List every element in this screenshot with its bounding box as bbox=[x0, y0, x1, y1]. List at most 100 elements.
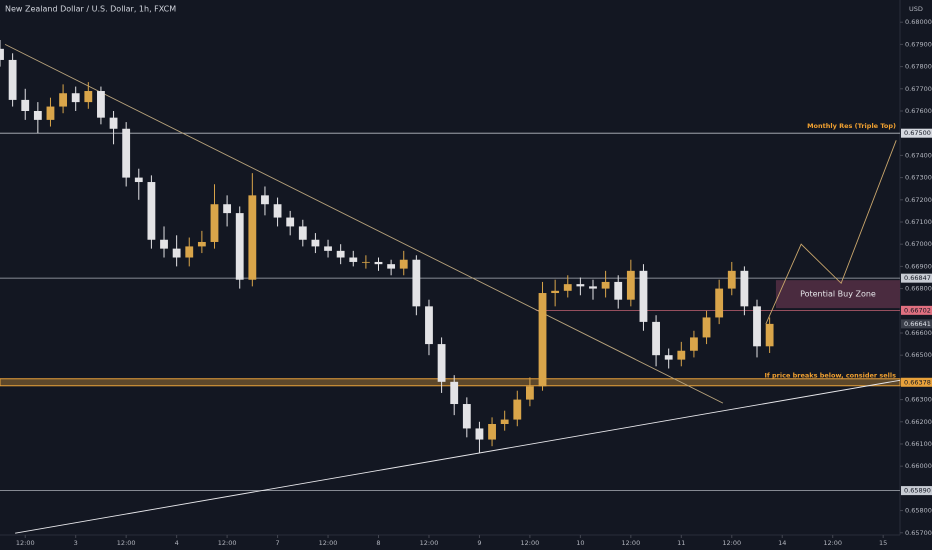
y-tick-label: 0.67300 bbox=[905, 174, 932, 182]
candle-body bbox=[336, 250, 345, 258]
candle-body bbox=[563, 284, 572, 291]
price-label: 0.66641 bbox=[904, 320, 931, 328]
candle-body bbox=[753, 306, 761, 347]
candle-body bbox=[46, 106, 55, 120]
price-label-bg bbox=[901, 128, 932, 138]
candle-body bbox=[690, 337, 698, 351]
candle-body bbox=[248, 195, 257, 280]
x-tick-label: 8 bbox=[376, 539, 380, 547]
candle-body bbox=[59, 93, 67, 107]
price-label-bg bbox=[901, 486, 932, 496]
x-tick-label: 14 bbox=[778, 539, 786, 547]
y-tick-label: 0.66500 bbox=[905, 351, 932, 359]
x-tick-label: 3 bbox=[74, 539, 78, 547]
y-tick-label: 0.67800 bbox=[905, 63, 932, 71]
y-tick-label: 0.68000 bbox=[905, 18, 932, 26]
axes: 0.68000 0.67900 0.67800 0.67700 0.67600 0.674… bbox=[16, 18, 932, 547]
trend-line bbox=[15, 379, 901, 534]
candle-body bbox=[475, 428, 484, 440]
candle-body bbox=[387, 264, 396, 269]
price-label: 0.66378 bbox=[904, 378, 931, 386]
candle-body bbox=[84, 91, 93, 103]
x-tick-label: 7 bbox=[275, 539, 279, 547]
x-tick-label: 12:00 bbox=[117, 539, 136, 547]
y-tick-label: 0.67000 bbox=[905, 240, 932, 248]
candle-body bbox=[702, 317, 711, 338]
y-tick-label: 0.66100 bbox=[905, 440, 932, 448]
candle-body bbox=[147, 182, 156, 240]
candle-body bbox=[8, 59, 17, 100]
candle-body bbox=[134, 177, 143, 183]
candle-body bbox=[286, 217, 295, 227]
candle-body bbox=[677, 350, 686, 360]
candle-body bbox=[223, 204, 232, 214]
y-tick-label: 0.67700 bbox=[905, 85, 932, 93]
level-note: If price breaks below, consider sells bbox=[765, 371, 897, 379]
candle-body bbox=[97, 91, 105, 118]
candle-body bbox=[576, 284, 585, 287]
candle-body bbox=[109, 117, 118, 129]
x-tick-label: 4 bbox=[175, 539, 179, 547]
candle-body bbox=[639, 270, 648, 322]
candle-body bbox=[715, 288, 724, 318]
candle-body bbox=[324, 246, 332, 251]
x-tick-label: 12:00 bbox=[218, 539, 237, 547]
price-label: 0.65890 bbox=[904, 487, 931, 495]
candle-body bbox=[437, 344, 446, 382]
plot-area: Potential Buy Zone Monthly Res (Triple To… bbox=[0, 39, 901, 534]
candle-body bbox=[361, 261, 370, 263]
candle-body bbox=[727, 270, 736, 289]
candle-body bbox=[538, 293, 547, 387]
y-tick-label: 0.66000 bbox=[905, 462, 932, 470]
y-tick-label: 0.67200 bbox=[905, 196, 932, 204]
candle-body bbox=[601, 281, 610, 289]
candle-body bbox=[488, 424, 496, 440]
candle-body bbox=[122, 128, 131, 178]
candle-body bbox=[374, 261, 383, 265]
candle-body bbox=[525, 386, 534, 400]
trend-line bbox=[4, 43, 724, 404]
candle-body bbox=[21, 99, 30, 111]
candle-body bbox=[614, 281, 623, 300]
x-tick-label: 12:00 bbox=[722, 539, 741, 547]
candle-body bbox=[0, 48, 4, 60]
candle-body bbox=[160, 239, 168, 249]
candle-body bbox=[273, 204, 282, 218]
candle-body bbox=[349, 257, 358, 262]
price-label-bg bbox=[901, 377, 932, 387]
level-band bbox=[0, 378, 901, 387]
y-tick-label: 0.67900 bbox=[905, 40, 932, 48]
candle-body bbox=[185, 246, 194, 258]
y-tick-label: 0.66300 bbox=[905, 396, 932, 404]
currency: USD bbox=[909, 5, 923, 13]
candle-body bbox=[765, 323, 774, 347]
candle-body bbox=[298, 226, 307, 240]
candle-body bbox=[652, 321, 660, 356]
x-tick-label: 9 bbox=[477, 539, 481, 547]
x-tick-label: 15 bbox=[879, 539, 887, 547]
y-tick-label: 0.67100 bbox=[905, 218, 932, 226]
candle-body bbox=[740, 270, 749, 307]
y-tick-label: 0.66900 bbox=[905, 262, 932, 270]
y-tick-label: 0.66600 bbox=[905, 329, 932, 337]
y-tick-label: 0.65700 bbox=[905, 529, 932, 537]
candle-body bbox=[71, 93, 80, 103]
buy-zone bbox=[775, 280, 900, 309]
price-label: 0.67500 bbox=[904, 129, 931, 137]
candle-body bbox=[311, 239, 320, 247]
price-label-bg bbox=[901, 273, 932, 283]
candle-body bbox=[589, 286, 597, 289]
candle-body bbox=[33, 110, 42, 120]
y-tick-label: 0.67400 bbox=[905, 151, 932, 159]
candle-body bbox=[462, 404, 471, 429]
price-label: 0.66702 bbox=[904, 306, 931, 314]
candle-body bbox=[626, 270, 635, 300]
candle-body bbox=[450, 381, 459, 405]
candle-body bbox=[399, 259, 408, 269]
candle-body bbox=[172, 248, 181, 258]
candle-body bbox=[261, 195, 269, 205]
x-tick-label: 12:00 bbox=[319, 539, 338, 547]
candle-body bbox=[513, 399, 522, 420]
x-tick-label: 12:00 bbox=[521, 539, 540, 547]
